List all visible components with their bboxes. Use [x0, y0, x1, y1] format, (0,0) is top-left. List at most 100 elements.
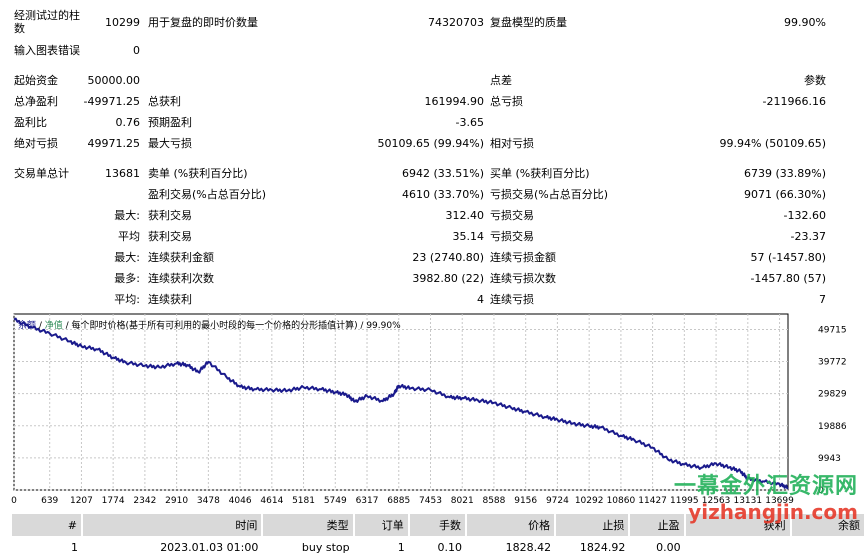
average-profit-value: 35.14: [452, 230, 485, 243]
col-header-lots[interactable]: 手数: [408, 514, 468, 536]
maximal-consecutive-loss-label: 连续亏损次数: [490, 272, 556, 285]
max-consecutive-prefix: 最大:: [114, 251, 140, 264]
x-tick-label: 6317: [356, 496, 379, 506]
bars-tested-value: 10299: [105, 16, 140, 29]
rel-drawdown-value: 99.94% (50109.65): [719, 137, 826, 150]
col-header-balance[interactable]: 余额: [790, 514, 866, 536]
maximal-consecutive-profit-value: 3982.80 (22): [412, 272, 484, 285]
x-tick-label: 10860: [607, 496, 636, 506]
x-tick-label: 11427: [638, 496, 667, 506]
cell-type: buy stop: [301, 540, 350, 554]
total-trades-label: 交易单总计: [14, 167, 69, 180]
cell-price: 1828.42: [505, 540, 552, 554]
col-header-order[interactable]: 订单: [353, 514, 410, 536]
chart-grid: [13, 314, 788, 491]
cell-number: 1: [71, 540, 79, 554]
trades-table: # 时间 类型 订单 手数 价格 止损 止盈 获利 余额 1 2023.01.0…: [12, 514, 866, 558]
cell-balance: [791, 536, 865, 558]
trades-grid: # 时间 类型 订单 手数 价格 止损 止盈 获利 余额 1 2023.01.0…: [12, 514, 866, 558]
ticks-label: 用于复盘的即时价数量: [148, 16, 258, 29]
short-positions-value: 6942 (33.51%): [401, 167, 484, 180]
average-consecutive-prefix: 平均:: [114, 293, 140, 306]
chart-legend: 余额 / 净值 / 每个即时价格(基于所有可利用的最小时段的每一个价格的分形插值…: [18, 318, 401, 331]
x-tick-label: 2342: [133, 496, 156, 506]
cell-time: 2023.01.03 01:00: [160, 540, 259, 554]
max-consecutive-wins-label: 连续获利金额: [148, 251, 214, 264]
profit-factor-value: 0.76: [115, 116, 141, 129]
max-consecutive-losses-label: 连续亏损金额: [490, 251, 556, 264]
largest-prefix: 最大:: [114, 209, 140, 222]
x-tick-label: 3478: [197, 496, 220, 506]
profit-factor-label: 盈利比: [14, 116, 47, 129]
cell-take-profit: 0.00: [656, 540, 681, 554]
average-loss-label: 亏损交易: [490, 230, 534, 243]
chart-series: [13, 317, 789, 490]
quality-value: 99.90%: [784, 16, 826, 29]
maximal-consecutive-loss-value: -1457.80 (57): [750, 272, 826, 285]
max-drawdown-value: 50109.65 (99.94%): [377, 137, 484, 150]
x-tick-label: 12563: [702, 496, 731, 506]
expected-payoff-label: 预期盈利: [148, 116, 192, 129]
abs-drawdown-label: 绝对亏损: [14, 137, 58, 150]
chart-plot-frame: [13, 313, 789, 491]
col-header-type[interactable]: 类型: [262, 514, 355, 536]
x-tick-label: 11995: [670, 496, 699, 506]
x-tick-label: 2910: [165, 496, 188, 506]
maximal-consecutive-profit-label: 连续获利次数: [148, 272, 214, 285]
x-tick-label: 6885: [387, 496, 410, 506]
x-tick-label: 0: [11, 496, 17, 506]
y-tick-label: 29829: [818, 390, 847, 400]
x-tick-label: 4046: [229, 496, 252, 506]
x-tick-label: 9724: [546, 496, 569, 506]
initial-deposit-label: 起始资金: [14, 74, 58, 87]
largest-loss-label: 亏损交易: [490, 209, 534, 222]
expected-payoff-value: -3.65: [455, 116, 484, 129]
x-tick-label: 7453: [419, 496, 442, 506]
ticks-value: 74320703: [428, 16, 484, 29]
x-tick-label: 639: [41, 496, 58, 506]
cell-profit: [685, 536, 791, 558]
average-consecutive-losses-label: 连续亏损: [490, 293, 534, 306]
balance-series-line: [13, 317, 789, 490]
y-tick-label: 9943: [818, 454, 841, 464]
loss-trades-value: 9071 (66.30%): [743, 188, 826, 201]
profit-trades-value: 4610 (33.70%): [401, 188, 484, 201]
strategy-report: 经测试过的柱数 10299 用于复盘的即时价数量 74320703 复盘模型的质…: [14, 9, 826, 306]
legend-separator: /: [36, 321, 45, 331]
chart-y-axis: 49715 39772 29829 19886 9943 0: [818, 325, 847, 496]
watermark-en: yizhangjin.com: [688, 500, 858, 524]
mismatch-value: 0: [133, 44, 140, 57]
long-positions-value: 6739 (33.89%): [743, 167, 826, 180]
abs-drawdown-value: 49971.25: [87, 137, 141, 150]
quality-label: 复盘模型的质量: [490, 16, 567, 29]
legend-balance: 余额: [18, 321, 37, 331]
chart-x-axis: 0 639 1207 1774 2342 2910 3478 4046 4614 5181 5749…: [11, 496, 794, 506]
col-header-time[interactable]: 时间: [82, 514, 264, 536]
col-header-take-profit[interactable]: 止盈: [629, 514, 686, 536]
watermark-cn: 一幕金外汇资源网: [673, 474, 858, 499]
net-profit-value: -49971.25: [83, 95, 140, 108]
legend-description: / 每个即时价格(基于所有可利用的最小时段的每一个价格的分形插值计算) / 99…: [62, 321, 401, 331]
col-header-stop-loss[interactable]: 止损: [555, 514, 631, 536]
initial-deposit-value: 50000.00: [87, 74, 141, 87]
largest-loss-value: -132.60: [783, 209, 826, 222]
average-consecutive-wins-value: 4: [477, 293, 484, 306]
col-header-profit[interactable]: 获利: [684, 514, 792, 536]
x-tick-label: 13131: [733, 496, 762, 506]
x-tick-label: 9156: [514, 496, 537, 506]
y-tick-label: 39772: [818, 358, 847, 368]
col-header-number[interactable]: #: [12, 514, 84, 536]
average-loss-value: -23.37: [790, 230, 826, 243]
long-positions-label: 买单 (%获利百分比): [490, 167, 590, 180]
x-tick-label: 5181: [292, 496, 315, 506]
loss-trades-label: 亏损交易(%占总百分比): [490, 188, 609, 201]
profit-trades-label: 盈利交易(%占总百分比): [148, 188, 267, 201]
col-header-price[interactable]: 价格: [466, 514, 557, 536]
x-tick-label: 1774: [102, 496, 125, 506]
table-row[interactable]: 1 2023.01.03 01:00 buy stop 1 0.10 1828.…: [12, 536, 865, 558]
y-tick-label: 0: [818, 486, 824, 496]
mismatch-label: 输入图表错误: [14, 44, 80, 57]
watermark: 一幕金外汇资源网 yizhangjin.com: [674, 468, 858, 524]
largest-profit-label: 获利交易: [148, 209, 192, 222]
x-tick-label: 5749: [324, 496, 347, 506]
